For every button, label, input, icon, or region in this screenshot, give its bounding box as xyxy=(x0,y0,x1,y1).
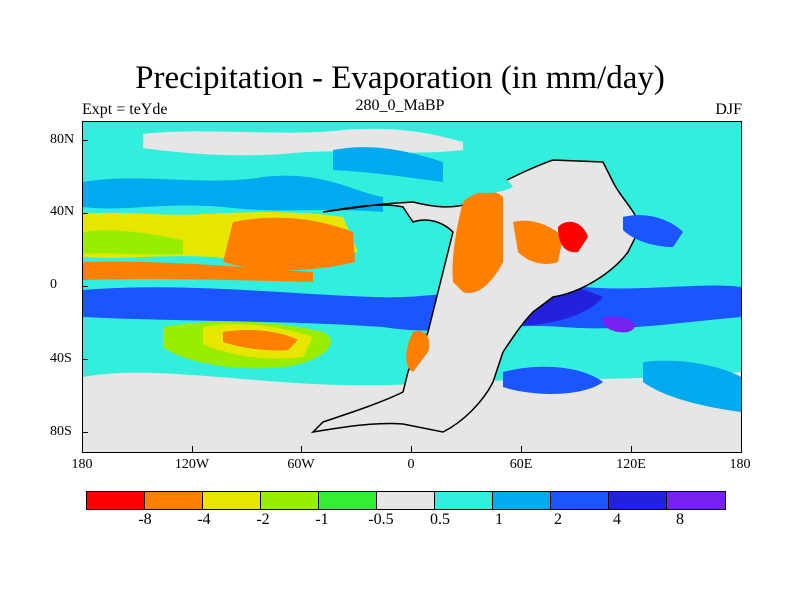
colorbar-swatch xyxy=(145,492,203,509)
colorbar-label: 1 xyxy=(495,511,503,528)
field-east-blue xyxy=(623,215,683,247)
lat-tick-label: 80N xyxy=(50,132,75,147)
lat-tick-label: 0 xyxy=(50,277,57,292)
field-north-subtropics-green xyxy=(83,230,183,255)
colorbar-label: -0.5 xyxy=(368,511,394,528)
lat-tick-mark xyxy=(82,432,88,433)
field-tethys-orange xyxy=(452,191,503,293)
colorbar-label: 2 xyxy=(554,511,562,528)
lon-tick-label: 60W xyxy=(287,457,315,472)
lat-tick-label: 80S xyxy=(50,424,72,439)
colorbar-label: 8 xyxy=(676,511,684,528)
colorbar-swatch xyxy=(493,492,551,509)
lon-tick-label: 0 xyxy=(407,457,415,472)
colorbar-swatch xyxy=(319,492,377,509)
lon-tick-label: 60E xyxy=(509,457,533,472)
colorbar-label: -4 xyxy=(197,511,211,528)
field-north-blue-east xyxy=(333,147,443,182)
map-panel xyxy=(82,121,742,453)
field-red-max xyxy=(558,221,588,253)
lon-tick-label: 120W xyxy=(174,457,210,472)
lat-tick-mark xyxy=(82,213,88,214)
colorbar-swatch xyxy=(377,492,435,509)
lat-tick-mark xyxy=(82,140,88,141)
colorbar-swatch xyxy=(203,492,261,509)
colorbar-swatch xyxy=(551,492,609,509)
pangea-landmass xyxy=(310,159,640,434)
field-arctic-white xyxy=(143,128,463,156)
lat-tick-label: 40S xyxy=(50,351,72,366)
field-south-blue-east xyxy=(643,360,741,412)
lon-tick-mark xyxy=(301,446,302,452)
lon-tick-label: 120E xyxy=(616,457,646,472)
season-label: DJF xyxy=(715,101,742,118)
lon-tick-label: 180 xyxy=(71,457,93,472)
experiment-label: Expt = teYde xyxy=(82,101,168,118)
colorbar-label: -2 xyxy=(256,511,270,528)
colorbar-swatch xyxy=(87,492,145,509)
field-south-subtropics-orange xyxy=(223,329,298,351)
colorbar-swatch xyxy=(261,492,319,509)
field-south-coast-orange xyxy=(406,330,430,372)
field-equatorial-purple xyxy=(602,316,635,333)
field-north-subtropics-orange xyxy=(223,217,355,271)
colorbar-swatch xyxy=(609,492,667,509)
precip-evap-map xyxy=(83,122,741,452)
lat-tick-mark xyxy=(82,286,88,287)
lon-tick-label: 180 xyxy=(729,457,751,472)
period-label: 280_0_MaBP xyxy=(355,97,445,114)
colorbar-label: -1 xyxy=(315,511,329,528)
field-south-blue-patch xyxy=(503,366,603,394)
colorbar-label: 0.5 xyxy=(430,511,450,528)
colorbar-label: -8 xyxy=(138,511,152,528)
lat-tick-label: 40N xyxy=(50,204,75,219)
colorbar-swatch xyxy=(435,492,493,509)
lon-tick-mark xyxy=(631,446,632,452)
field-eq-north-orange xyxy=(83,261,313,282)
colorbar-label: 4 xyxy=(613,511,621,528)
lon-tick-mark xyxy=(411,446,412,452)
lon-tick-mark xyxy=(192,446,193,452)
colorbar-swatch xyxy=(667,492,725,509)
colorbar xyxy=(86,491,726,510)
chart-title: Precipitation - Evaporation (in mm/day) xyxy=(135,60,665,96)
field-east-orange xyxy=(513,220,563,264)
field-north-blue-band xyxy=(83,175,383,212)
lon-tick-mark xyxy=(521,446,522,452)
lat-tick-mark xyxy=(82,359,88,360)
field-north-inland-cyan xyxy=(453,165,513,194)
